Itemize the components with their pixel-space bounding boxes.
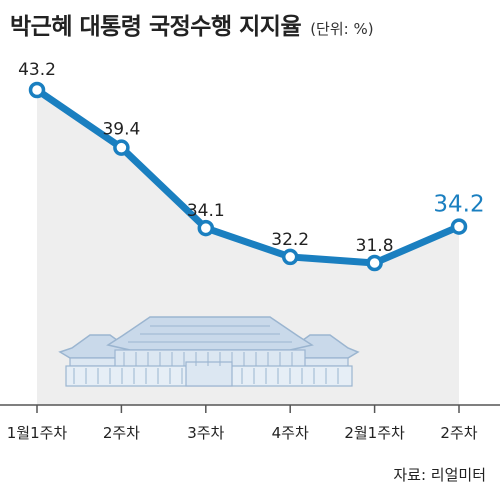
chart-title: 박근혜 대통령 국정수행 지지율 (10, 14, 302, 40)
series-line (33, 86, 463, 267)
marker-layer (28, 81, 468, 272)
unit-label: (단위: %) (310, 20, 374, 38)
header: 박근혜 대통령 국정수행 지지율 (단위: %) (10, 7, 374, 41)
data-point (113, 139, 130, 156)
source-note: 자료: 리얼미터 (393, 466, 486, 484)
line-layer (33, 86, 463, 267)
value-label: 34.2 (433, 192, 484, 218)
x-tick-label: 3주차 (187, 424, 224, 442)
value-label: 43.2 (18, 60, 56, 80)
data-point (197, 219, 215, 237)
x-tick-label: 2월1주차 (344, 424, 405, 442)
x-tick-label: 2주차 (103, 424, 140, 442)
x-tick-layer: 1월1주차 2주차 3주차 4주차 2월1주차 2주차 (7, 405, 478, 442)
x-tick-label: 2주차 (440, 424, 477, 442)
data-point (450, 218, 468, 235)
value-label-layer: 43.2 39.4 34.1 32.2 31.8 34.2 (18, 60, 485, 256)
value-label: 34.1 (187, 201, 225, 221)
data-point (28, 81, 46, 99)
value-label: 39.4 (102, 120, 140, 140)
x-tick-label: 1월1주차 (7, 424, 68, 442)
value-label: 32.2 (271, 230, 309, 250)
blue-house-building-icon (58, 316, 360, 387)
data-point (281, 248, 299, 266)
value-label: 31.8 (356, 236, 394, 256)
x-tick-label: 4주차 (272, 424, 309, 442)
data-point (366, 254, 383, 272)
